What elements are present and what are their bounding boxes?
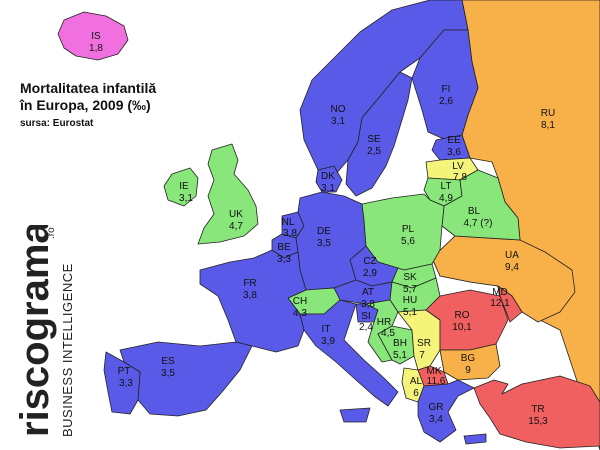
label-value-ru: 8,1 bbox=[541, 120, 555, 131]
label-value-al: 6 bbox=[413, 388, 419, 399]
region-se bbox=[345, 71, 413, 197]
label-value-gr: 3,4 bbox=[429, 414, 443, 425]
region-md bbox=[497, 285, 523, 323]
label-value-uk: 4,7 bbox=[229, 221, 243, 232]
logo-wordmark: riscograma bbox=[13, 225, 57, 437]
label-value-pt: 3,3 bbox=[119, 378, 133, 389]
label-code-fr: FR bbox=[243, 278, 256, 289]
region-bl bbox=[441, 169, 521, 241]
label-code-gr: GR bbox=[429, 402, 444, 413]
label-code-ie: IE bbox=[179, 181, 189, 192]
label-value-is: 1,8 bbox=[89, 43, 103, 54]
label-code-at: AT bbox=[362, 287, 374, 298]
label-value-ro: 10,1 bbox=[452, 322, 472, 333]
label-code-fi: FI bbox=[442, 84, 451, 95]
label-value-ee: 3,6 bbox=[447, 147, 461, 158]
label-value-no: 3,1 bbox=[331, 116, 345, 127]
region-ro bbox=[425, 289, 509, 351]
label-value-cz: 2,9 bbox=[363, 268, 377, 279]
label-code-it: IT bbox=[322, 324, 331, 335]
label-code-lt: LT bbox=[441, 181, 452, 192]
label-code-sk: SK bbox=[403, 272, 417, 283]
label-value-dk: 3,1 bbox=[321, 183, 335, 194]
label-code-dk: DK bbox=[321, 171, 335, 182]
region-pt bbox=[103, 351, 141, 415]
label-value-se: 2,5 bbox=[367, 146, 381, 157]
label-value-at: 3,8 bbox=[361, 299, 375, 310]
label-code-hu: HU bbox=[403, 295, 417, 306]
label-code-es: ES bbox=[161, 356, 175, 367]
label-value-lv: 7,8 bbox=[453, 172, 467, 183]
label-code-no: NO bbox=[331, 104, 346, 115]
label-value-hu: 5,1 bbox=[403, 307, 417, 318]
label-code-cz: CZ bbox=[363, 256, 376, 267]
map-title-block: Mortalitatea infantilă în Europa, 2009 (… bbox=[20, 80, 156, 129]
label-value-si: 2,4 bbox=[359, 322, 373, 333]
logo-tagline: BUSINESS INTELLIGENCE bbox=[60, 263, 75, 437]
region-dk bbox=[315, 165, 343, 193]
label-value-fi: 2,6 bbox=[439, 96, 453, 107]
label-code-ch: CH bbox=[293, 296, 307, 307]
label-code-ee: EE bbox=[447, 135, 461, 146]
label-code-nl: NL bbox=[282, 217, 295, 228]
label-value-nl: 3,8 bbox=[283, 228, 297, 239]
map-title-line1: Mortalitatea infantilă bbox=[20, 80, 157, 96]
region-fr bbox=[199, 249, 307, 353]
label-code-pl: PL bbox=[402, 224, 415, 235]
logo-tld: .ro bbox=[46, 227, 57, 239]
label-code-se: SE bbox=[367, 134, 381, 145]
label-value-lt: 4,9 bbox=[439, 193, 453, 204]
label-value-es: 3,5 bbox=[161, 368, 175, 379]
region-it bbox=[299, 299, 399, 423]
region-tr bbox=[473, 375, 600, 449]
label-code-de: DE bbox=[317, 226, 331, 237]
label-code-ua: UA bbox=[505, 250, 519, 261]
label-value-ua: 9,4 bbox=[505, 262, 519, 273]
label-value-ch: 4,3 bbox=[293, 308, 307, 319]
label-code-bh: BH bbox=[393, 338, 407, 349]
label-code-lv: LV bbox=[452, 161, 464, 172]
label-code-tr: TR bbox=[531, 404, 544, 415]
label-code-md: MD bbox=[492, 287, 508, 298]
label-code-si: SI bbox=[361, 311, 370, 322]
label-value-tr: 15,3 bbox=[528, 416, 548, 427]
label-code-bg: BG bbox=[461, 353, 476, 364]
label-value-mk: 11,6 bbox=[427, 376, 446, 387]
map-title-line2: în Europa, 2009 (‰) bbox=[20, 97, 151, 113]
label-value-md: 12,1 bbox=[490, 298, 510, 309]
label-code-hr: HR bbox=[377, 317, 391, 328]
region-gr bbox=[417, 379, 487, 445]
region-is bbox=[57, 11, 129, 61]
label-code-al: AL bbox=[410, 376, 423, 387]
region-bg bbox=[439, 343, 501, 381]
label-code-be: BE bbox=[277, 242, 291, 253]
label-code-ru: RU bbox=[541, 108, 555, 119]
label-code-pt: PT bbox=[118, 366, 131, 377]
region-fi bbox=[411, 29, 479, 141]
label-code-mk: MK bbox=[427, 366, 442, 377]
map-source: sursa: Eurostat bbox=[20, 118, 94, 129]
label-value-de: 3,5 bbox=[317, 238, 331, 249]
label-value-bg: 9 bbox=[465, 365, 471, 376]
label-value-bl: 4,7 (?) bbox=[464, 218, 493, 229]
label-code-uk: UK bbox=[229, 209, 243, 220]
label-value-pl: 5,6 bbox=[401, 236, 415, 247]
region-ie bbox=[163, 167, 199, 207]
label-value-hr: 4,5 bbox=[381, 328, 395, 339]
label-value-sr: 7 bbox=[419, 350, 425, 361]
label-value-sk: 5,7 bbox=[403, 284, 417, 295]
label-code-ro: RO bbox=[455, 310, 470, 321]
label-value-ie: 3,1 bbox=[179, 193, 193, 204]
label-code-bl: BL bbox=[468, 206, 481, 217]
label-value-fr: 3,8 bbox=[243, 290, 257, 301]
region-uk bbox=[197, 143, 259, 245]
label-value-bh: 5,1 bbox=[393, 350, 407, 361]
label-value-it: 3,9 bbox=[321, 336, 335, 347]
label-value-be: 3,3 bbox=[277, 254, 291, 265]
riscograma-logo: riscograma .ro BUSINESS INTELLIGENCE bbox=[13, 225, 75, 437]
label-code-sr: SR bbox=[417, 338, 431, 349]
label-code-is: IS bbox=[91, 31, 101, 42]
